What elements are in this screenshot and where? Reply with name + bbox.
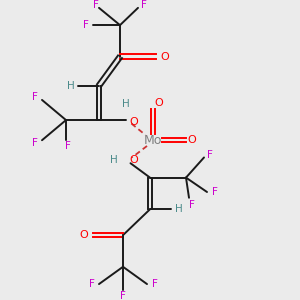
- Text: F: F: [32, 92, 38, 102]
- Text: H: H: [67, 81, 74, 91]
- Text: Mo: Mo: [144, 134, 162, 147]
- Text: O: O: [129, 155, 138, 165]
- Text: F: F: [141, 0, 147, 10]
- Text: F: F: [152, 279, 158, 289]
- Text: O: O: [80, 230, 88, 240]
- Text: H: H: [122, 99, 130, 109]
- Text: F: F: [64, 141, 70, 151]
- Text: F: F: [82, 20, 88, 30]
- Text: F: F: [212, 187, 218, 197]
- Text: F: F: [189, 200, 195, 210]
- Text: F: F: [93, 0, 99, 10]
- Text: O: O: [160, 52, 169, 62]
- Text: H: H: [110, 155, 118, 165]
- Text: F: F: [32, 138, 38, 148]
- Text: F: F: [207, 150, 213, 160]
- Text: O: O: [129, 116, 138, 127]
- Text: F: F: [88, 279, 94, 289]
- Text: O: O: [188, 135, 196, 145]
- Text: O: O: [154, 98, 164, 108]
- Text: H: H: [175, 204, 182, 214]
- Text: F: F: [120, 291, 126, 300]
